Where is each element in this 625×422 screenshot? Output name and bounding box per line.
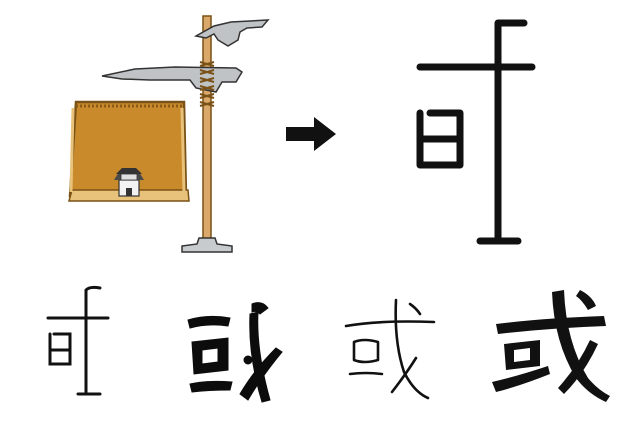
regular-script-glyph (492, 290, 610, 402)
dagger-axe-illustration (101, 15, 270, 253)
oracle-bone-glyph (46, 285, 110, 396)
ancient-glyph-large (416, 19, 536, 245)
right-arrow-icon (286, 117, 336, 151)
walled-city-illustration (68, 100, 190, 202)
seal-script-glyph (344, 298, 436, 400)
pictogram-illustration (68, 15, 270, 253)
bronze-inscription-glyph (187, 302, 283, 403)
